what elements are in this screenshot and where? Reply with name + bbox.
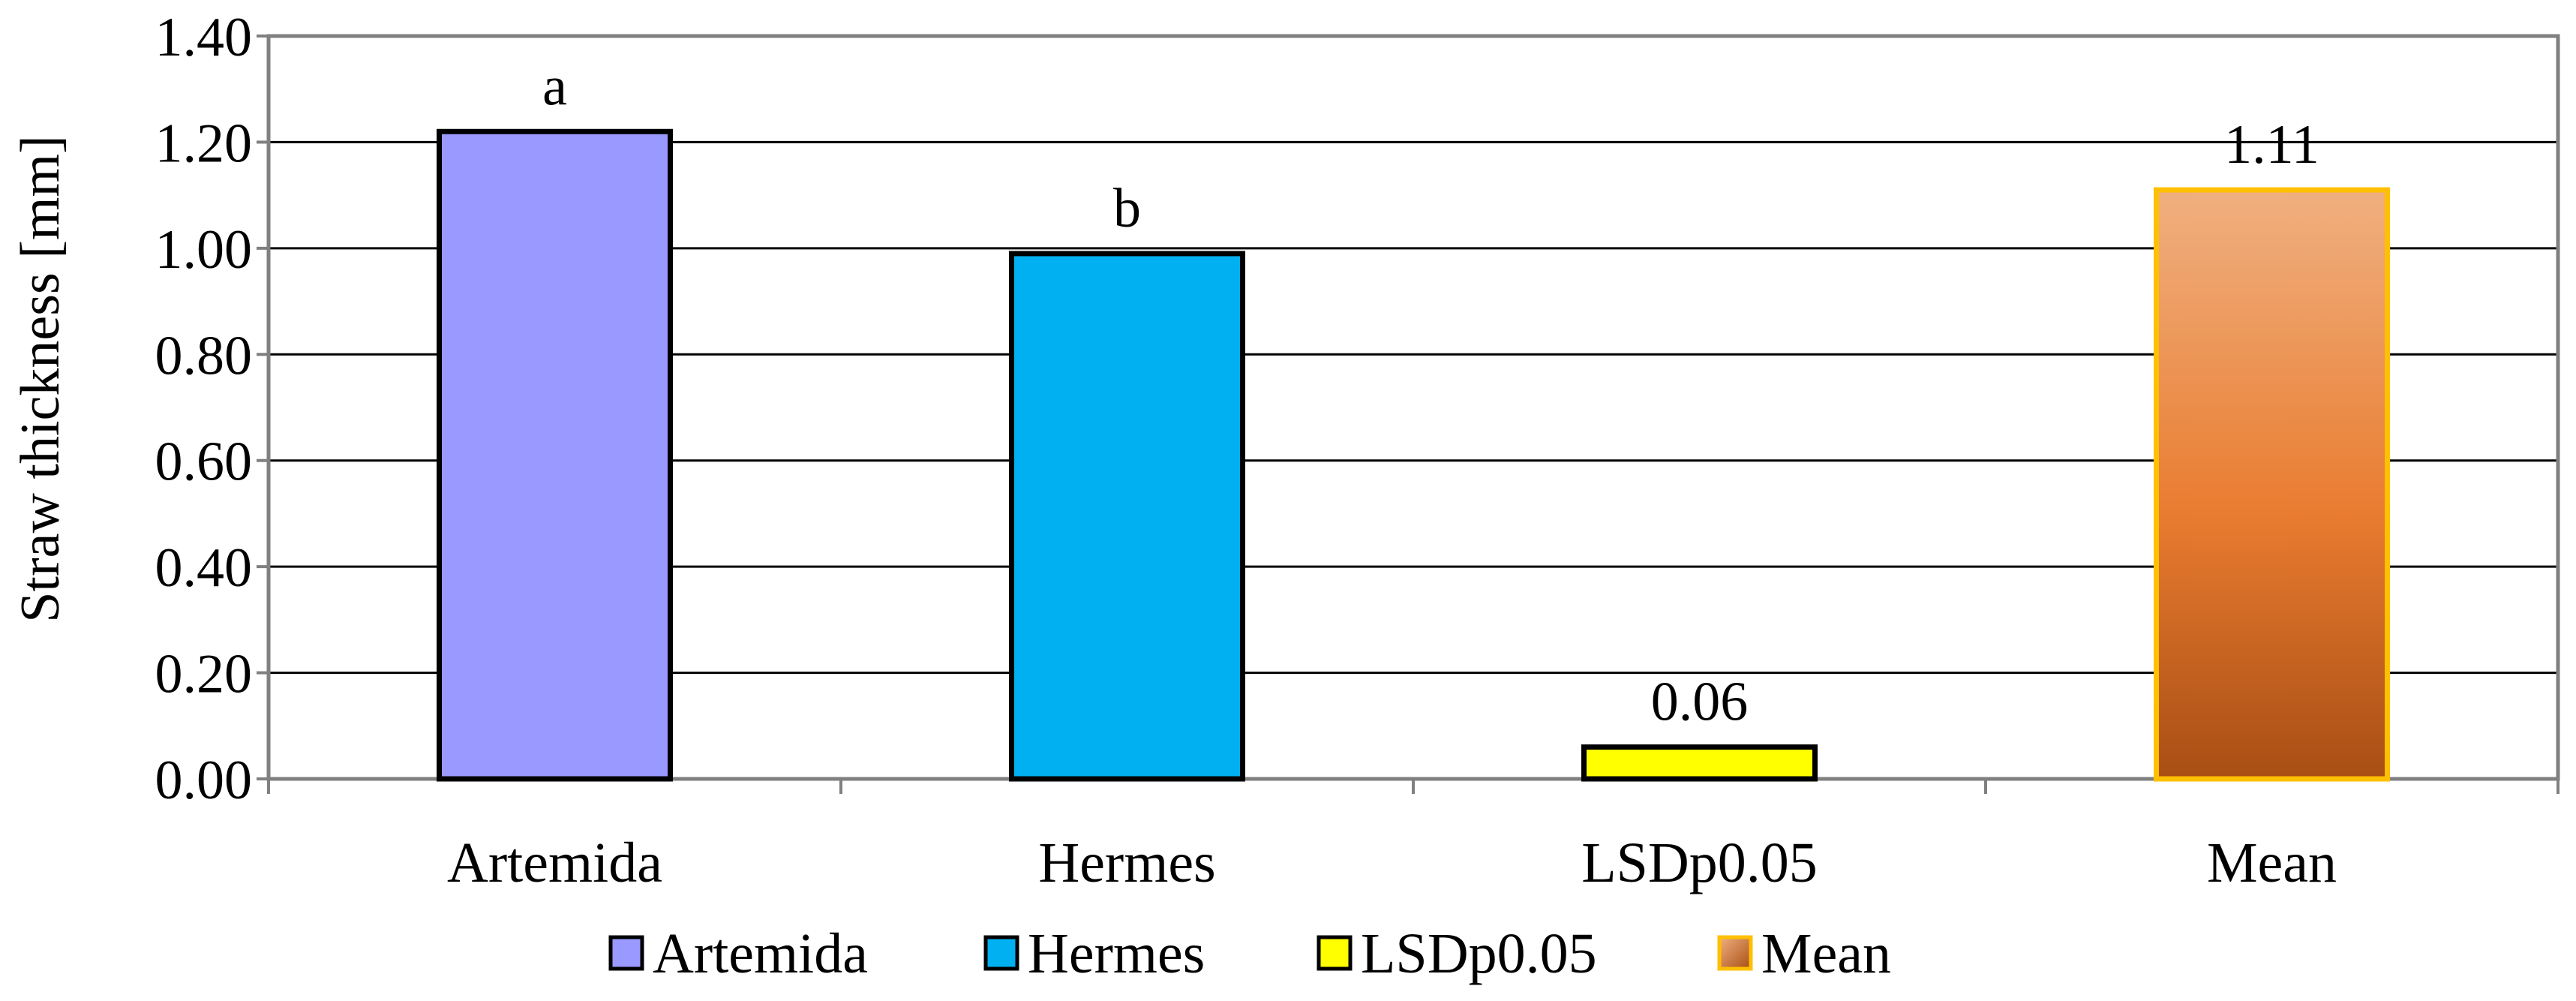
legend-label: LSDp0.05 <box>1361 922 1597 985</box>
bar-lsdp0-05 <box>1581 744 1818 782</box>
y-axis-label: Straw thickness [mm] <box>10 135 71 622</box>
y-tick-label: 0.20 <box>155 644 253 705</box>
bar-data-label: 0.06 <box>1651 672 1749 733</box>
bar-data-label: a <box>542 56 567 117</box>
y-tick-label: 1.20 <box>155 113 253 174</box>
legend-swatch <box>1717 935 1753 971</box>
legend-label: Mean <box>1761 922 1891 985</box>
bar-hermes <box>1009 251 1245 782</box>
legend-label: Hermes <box>1028 922 1205 985</box>
bar-artemida <box>437 128 673 782</box>
x-category-label: LSDp0.05 <box>1581 831 1818 894</box>
x-category-label: Mean <box>2207 831 2337 894</box>
y-tick-label: 1.00 <box>155 219 253 281</box>
bar-data-label: 1.11 <box>2224 114 2319 176</box>
legend-swatch <box>1317 935 1353 971</box>
y-tick-label: 0.60 <box>155 431 253 493</box>
legend-swatch <box>983 935 1019 971</box>
legend: Artemida Hermes LSDp0.05 Mean <box>608 922 1891 985</box>
x-category-label: Artemida <box>447 831 662 894</box>
bar-data-label: b <box>1113 178 1141 239</box>
y-tick-label: 0.40 <box>155 537 253 599</box>
legend-swatch <box>608 935 644 971</box>
y-tick-label: 0.80 <box>155 325 253 386</box>
y-tick-label: 0.00 <box>155 750 253 811</box>
x-category-label: Hermes <box>1038 831 1215 894</box>
y-tick-label: 1.40 <box>155 7 253 68</box>
legend-label: Artemida <box>653 922 868 985</box>
bar-mean <box>2154 187 2390 782</box>
